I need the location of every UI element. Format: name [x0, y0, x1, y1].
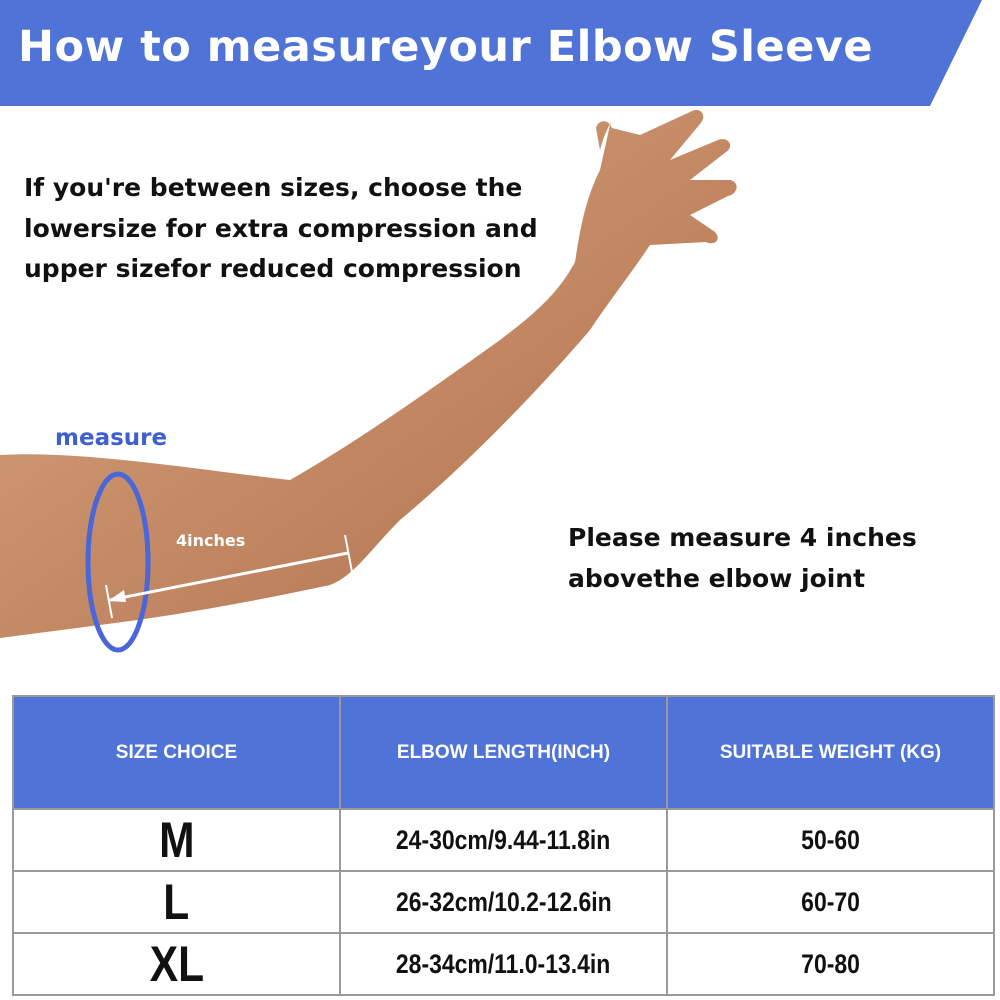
distance-label: 4inches — [176, 531, 246, 550]
page-title: How to measureyour Elbow Sleeve — [18, 22, 874, 72]
length-cell: 26-32cm/10.2-12.6in — [395, 886, 612, 917]
measure-label: measure — [55, 425, 168, 451]
table-row: L 26-32cm/10.2-12.6in 60-70 — [12, 870, 995, 934]
arm-illustration — [0, 110, 737, 653]
measure-arrow — [109, 551, 349, 602]
measure-instruction: Please measure 4 inches abovethe elbow j… — [568, 523, 917, 593]
table-header-row: SIZE CHOICE ELBOW LENGTH(INCH) SUITABLE … — [12, 695, 995, 810]
weight-cell: 60-70 — [801, 886, 860, 917]
weight-cell: 70-80 — [801, 948, 860, 979]
size-cell: M — [158, 812, 195, 868]
table-row: XL 28-34cm/11.0-13.4in 70-80 — [12, 932, 995, 996]
weight-cell: 50-60 — [801, 824, 860, 855]
size-cell: XL — [149, 936, 204, 992]
measure-band — [85, 471, 151, 653]
sizing-tip: If you're between sizes, choose the lowe… — [24, 173, 538, 283]
size-chart: SIZE CHOICE ELBOW LENGTH(INCH) SUITABLE … — [12, 695, 995, 996]
size-cell: L — [163, 874, 190, 930]
length-cell: 24-30cm/9.44-11.8in — [396, 824, 611, 855]
arm-shape — [0, 110, 737, 639]
header-length: ELBOW LENGTH(INCH) — [339, 695, 668, 810]
header-size: SIZE CHOICE — [12, 695, 341, 810]
header-weight: SUITABLE WEIGHT (KG) — [666, 695, 995, 810]
table-row: M 24-30cm/9.44-11.8in 50-60 — [12, 808, 995, 872]
title-banner — [0, 0, 982, 106]
length-cell: 28-34cm/11.0-13.4in — [396, 948, 611, 979]
